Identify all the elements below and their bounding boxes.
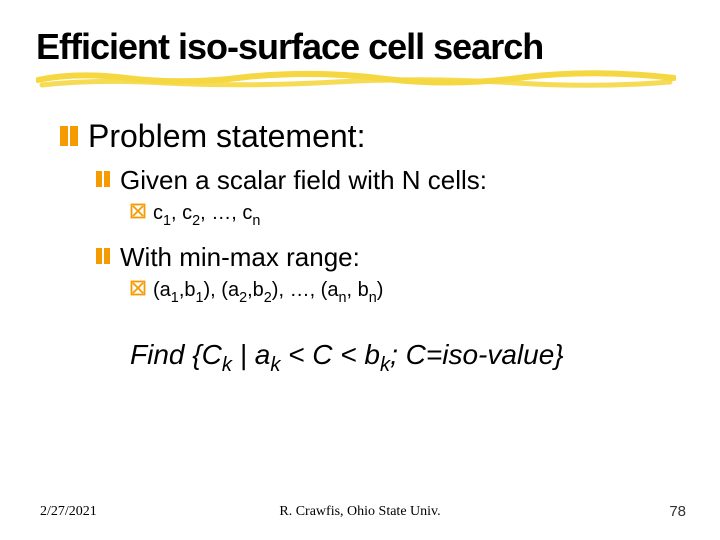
given-scalar-field-label: Given a scalar field with N cells: [120,165,487,196]
bullet3b-icon [130,280,146,299]
bullet-level2b: With min-max range: [94,242,684,273]
slide-container: Efficient iso-surface cell search Proble… [0,0,720,540]
content-area: Problem statement: Given a scalar field … [36,118,684,377]
bullet2b-icon [94,246,112,270]
bullet2a-icon [94,169,112,193]
slide-title: Efficient iso-surface cell search [36,28,684,66]
bullet-level2a: Given a scalar field with N cells: [94,165,684,196]
min-max-range-label: With min-max range: [120,242,360,273]
level2-group-b: With min-max range: (a1,b1), (a2,b2), …,… [58,242,684,305]
level3-group-a: c1, c2, …, cn [94,202,684,228]
cells-list: c1, c2, …, cn [153,202,260,228]
find-statement: Find {Ck | ak < C < bk; C=iso-value} [58,339,684,377]
footer-author: R. Crawfis, Ohio State Univ. [0,504,720,520]
bullet-level3b: (a1,b1), (a2,b2), …, (an, bn) [130,279,684,305]
bullet3a-icon [130,203,146,222]
underline-svg [36,68,676,90]
problem-statement-label: Problem statement: [88,118,365,155]
level3-group-b: (a1,b1), (a2,b2), …, (an, bn) [94,279,684,305]
level2-group-a: Given a scalar field with N cells: c1, c… [58,165,684,228]
title-underline [36,68,676,90]
ranges-list: (a1,b1), (a2,b2), …, (an, bn) [153,279,383,305]
bullet1-icon [58,123,80,154]
footer-page-number: 78 [669,503,686,520]
bullet-level3a: c1, c2, …, cn [130,202,684,228]
bullet-level1: Problem statement: [58,118,684,155]
